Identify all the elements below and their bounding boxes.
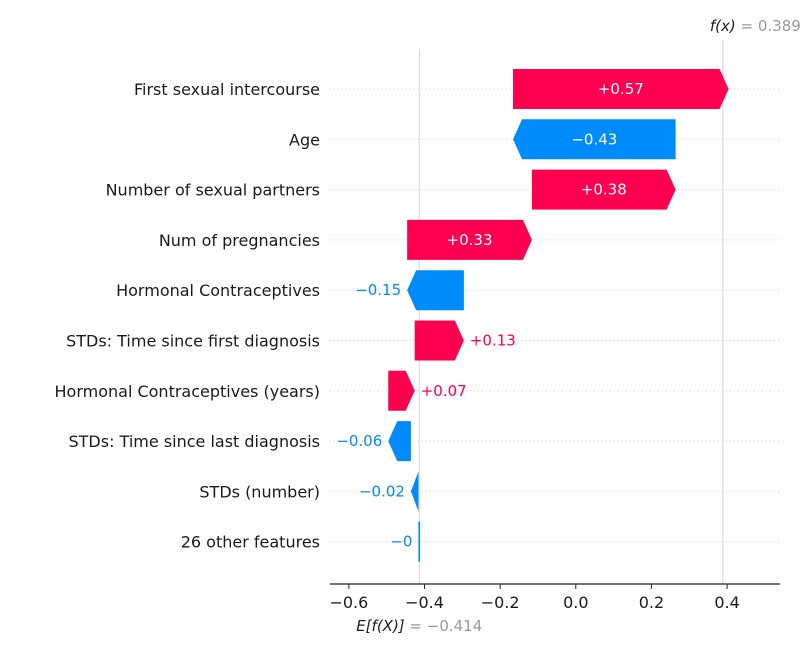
feature-label: STDs: Time since last diagnosis — [68, 432, 320, 451]
bar-value-label: +0.13 — [470, 332, 516, 350]
bar-value-label: +0.33 — [447, 231, 493, 249]
x-tick-label: 0.4 — [714, 593, 739, 612]
x-tick-label: −0.6 — [329, 593, 368, 612]
bar-value-label: +0.38 — [581, 181, 627, 199]
feature-label: Hormonal Contraceptives (years) — [55, 382, 321, 401]
bar-value-label: −0 — [390, 533, 412, 551]
bar-6 — [414, 320, 464, 361]
feature-label: Number of sexual partners — [106, 181, 320, 200]
bar-value-label: −0.43 — [571, 130, 617, 148]
base-value-annotation: E[f(X)] = −0.414 — [356, 617, 482, 635]
bar-value-label: −0.02 — [359, 482, 405, 500]
bar-7 — [388, 370, 415, 411]
feature-label: Age — [289, 130, 320, 149]
feature-label: Num of pregnancies — [159, 231, 320, 250]
output-value-annotation: f(x) = 0.389 — [710, 17, 800, 35]
bar-value-label: +0.07 — [421, 382, 467, 400]
feature-label: STDs: Time since first diagnosis — [66, 332, 320, 351]
bar-9 — [410, 471, 419, 512]
bar-2 — [513, 119, 676, 160]
bar-value-label: −0.06 — [336, 432, 382, 450]
feature-label: Hormonal Contraceptives — [116, 281, 320, 300]
bar-10 — [418, 521, 421, 562]
bar-3 — [531, 169, 676, 210]
bar-5 — [407, 270, 464, 311]
feature-label: First sexual intercourse — [134, 80, 320, 99]
x-tick-label: −0.4 — [405, 593, 444, 612]
bar-value-label: +0.57 — [598, 80, 644, 98]
feature-label: 26 other features — [181, 533, 320, 552]
x-tick-label: −0.2 — [481, 593, 520, 612]
bar-8 — [388, 421, 411, 462]
feature-label: STDs (number) — [199, 482, 320, 501]
bar-4 — [407, 219, 532, 260]
bar-value-label: −0.15 — [355, 281, 401, 299]
bar-1 — [513, 69, 729, 109]
x-tick-label: 0.2 — [639, 593, 664, 612]
x-tick-label: 0.0 — [563, 593, 588, 612]
